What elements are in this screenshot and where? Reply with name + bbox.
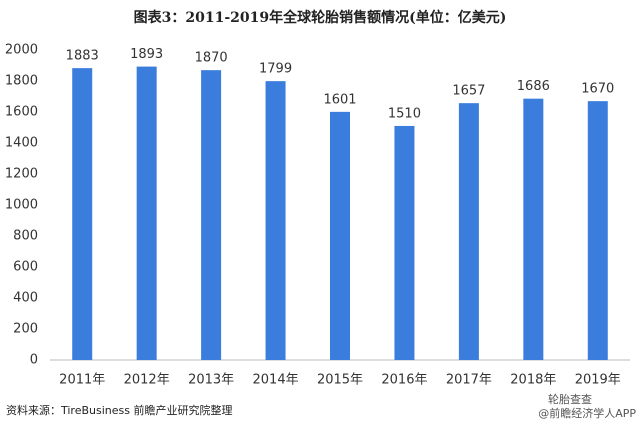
x-tick-label: 2014年	[253, 373, 299, 388]
y-tick-label: 0	[30, 353, 38, 368]
y-tick-label: 400	[13, 291, 38, 306]
bar	[330, 111, 350, 360]
x-tick-label: 2018年	[510, 373, 556, 388]
x-tick-label: 2016年	[381, 373, 427, 388]
watermark: 轮胎查查	[548, 392, 592, 406]
y-tick-label: 1800	[5, 74, 38, 89]
bar	[72, 68, 93, 360]
y-tick-label: 600	[13, 260, 38, 275]
y-tick-label: 2000	[5, 43, 38, 58]
y-tick-label: 1600	[5, 105, 38, 120]
bar	[201, 70, 222, 361]
y-tick-label: 200	[13, 322, 38, 337]
value-label: 1657	[452, 84, 485, 99]
x-tick-label: 2019年	[575, 373, 621, 388]
y-tick-label: 1200	[5, 167, 38, 182]
x-tick-label: 2012年	[124, 373, 170, 388]
x-tick-label: 2011年	[59, 373, 105, 388]
value-label: 1686	[517, 79, 550, 94]
bar	[587, 101, 608, 361]
bar	[394, 125, 415, 360]
value-label: 1870	[195, 51, 228, 66]
bar	[136, 66, 157, 361]
y-tick-label: 800	[13, 229, 38, 244]
value-label: 1601	[323, 92, 356, 107]
y-tick-label: 1000	[5, 198, 38, 213]
value-label: 1893	[130, 47, 163, 62]
x-tick-label: 2015年	[317, 373, 363, 388]
x-tick-label: 2013年	[188, 373, 234, 388]
bar	[523, 98, 544, 361]
watermark: @前瞻经济学人APP	[538, 406, 636, 420]
value-label: 1510	[388, 106, 421, 121]
value-label: 1799	[259, 62, 292, 77]
bar	[265, 81, 286, 360]
value-label: 1670	[581, 82, 614, 97]
x-tick-label: 2017年	[446, 373, 492, 388]
value-label: 1883	[66, 49, 99, 64]
y-tick-label: 1400	[5, 136, 38, 151]
bar	[458, 103, 479, 360]
source-note: 资料来源：TireBusiness 前瞻产业研究院整理	[6, 403, 233, 417]
chart-title: 图表3：2011-2019年全球轮胎销售额情况(单位：亿美元)	[134, 9, 507, 26]
